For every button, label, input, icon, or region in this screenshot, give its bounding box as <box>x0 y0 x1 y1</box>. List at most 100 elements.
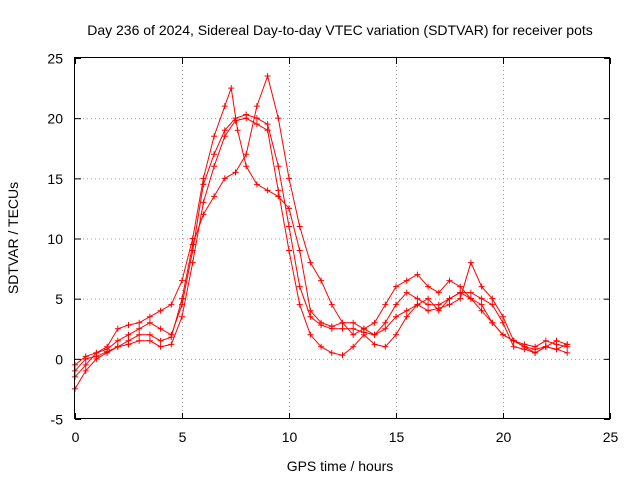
data-point <box>425 283 432 290</box>
data-point <box>253 103 260 110</box>
data-point <box>350 331 357 338</box>
data-point <box>318 277 325 284</box>
data-point <box>221 103 228 110</box>
data-point <box>425 307 432 314</box>
data-point <box>467 295 474 302</box>
data-point <box>168 341 175 348</box>
data-point <box>179 295 185 302</box>
data-point <box>104 348 111 355</box>
data-point <box>510 343 517 350</box>
data-point <box>286 223 292 230</box>
data-point <box>264 73 271 80</box>
data-point <box>328 349 335 356</box>
data-point <box>403 277 410 284</box>
data-point <box>200 199 207 206</box>
data-point <box>564 341 571 348</box>
y-tick-label: -5 <box>51 412 64 428</box>
data-point <box>457 295 464 302</box>
data-point <box>328 325 335 332</box>
data-point <box>136 319 143 326</box>
data-point <box>200 211 207 218</box>
data-point <box>500 319 506 326</box>
data-point <box>146 313 153 320</box>
data-point <box>221 127 228 134</box>
data-point <box>243 163 250 170</box>
data-point <box>510 337 517 344</box>
data-point <box>489 295 496 302</box>
x-tick-label: 25 <box>603 429 619 445</box>
y-tick-label: 10 <box>47 231 63 247</box>
plot-frame <box>74 57 610 419</box>
data-point <box>232 117 239 124</box>
data-point <box>221 133 228 140</box>
data-point <box>500 313 506 320</box>
data-point <box>521 343 528 350</box>
data-point <box>228 85 235 92</box>
data-point <box>360 325 367 332</box>
data-point <box>435 289 442 296</box>
data-point <box>114 343 121 350</box>
data-point <box>136 337 143 344</box>
data-point <box>286 247 292 254</box>
data-point <box>221 175 228 182</box>
data-point <box>296 223 303 230</box>
series-track-a <box>72 85 571 380</box>
y-tick-label: 15 <box>47 171 63 187</box>
data-point <box>446 277 453 284</box>
data-point <box>457 283 464 290</box>
data-point <box>446 301 453 308</box>
data-point <box>446 295 453 302</box>
data-point <box>467 289 474 296</box>
data-point <box>125 322 132 329</box>
data-point <box>168 301 175 308</box>
data-point <box>179 277 185 284</box>
data-point <box>371 319 378 326</box>
data-point <box>489 301 496 308</box>
x-tick-label: 5 <box>179 429 187 445</box>
y-tick-label: 20 <box>47 111 63 127</box>
data-point <box>350 319 357 326</box>
data-point <box>168 334 175 341</box>
data-point <box>82 355 89 362</box>
data-point <box>360 331 367 338</box>
data-point <box>371 341 378 348</box>
data-point <box>114 337 121 344</box>
data-point <box>414 301 421 308</box>
data-point <box>403 289 410 296</box>
data-point <box>318 322 325 329</box>
data-point <box>253 181 260 188</box>
data-point <box>82 361 89 368</box>
data-point <box>211 133 218 140</box>
data-point <box>318 343 325 350</box>
data-point <box>264 127 271 134</box>
data-point <box>382 319 389 326</box>
data-point <box>146 337 153 344</box>
data-point <box>296 247 303 254</box>
data-point <box>435 305 442 312</box>
data-point <box>264 187 271 194</box>
data-point <box>328 301 335 308</box>
series-track-b <box>72 111 571 368</box>
data-point <box>296 283 303 290</box>
data-point <box>414 271 421 278</box>
data-point <box>211 193 218 200</box>
data-point <box>339 325 346 332</box>
data-point <box>478 283 485 290</box>
data-point <box>371 331 378 338</box>
grid <box>75 58 610 419</box>
data-point <box>532 343 539 350</box>
data-point <box>339 319 346 326</box>
series-line <box>74 87 568 378</box>
data-point <box>564 349 571 356</box>
data-point <box>553 346 560 353</box>
data-point <box>307 313 314 320</box>
data-point <box>157 343 164 350</box>
data-point <box>393 331 399 338</box>
data-series <box>72 73 571 392</box>
data-point <box>157 337 164 344</box>
data-point <box>93 353 100 360</box>
data-point <box>350 343 357 350</box>
data-point <box>393 283 399 290</box>
data-point <box>414 295 421 302</box>
